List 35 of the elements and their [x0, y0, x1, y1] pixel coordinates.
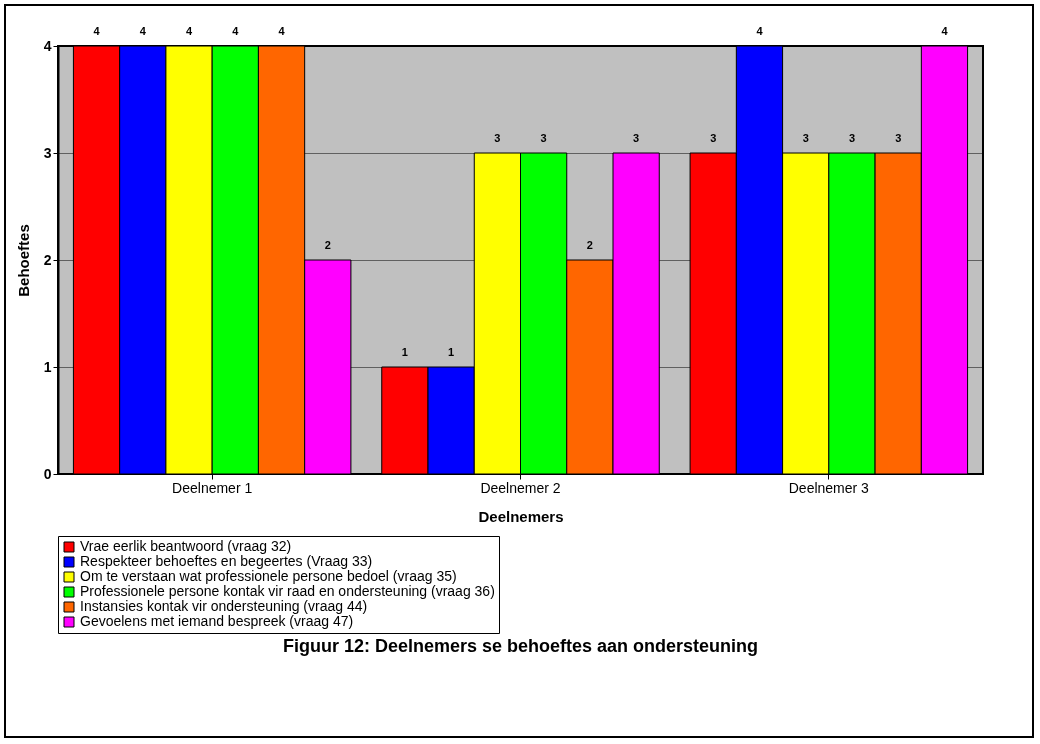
x-tick-label: Deelnemer 2	[480, 479, 561, 496]
text: Figuur 12: Deelnemers se behoeftes aan ondersteuning	[282, 635, 759, 656]
data-label: 3	[540, 132, 547, 144]
data-label: 4	[185, 25, 193, 37]
y-tick-label: 0	[43, 465, 52, 482]
legend-label: Professionele persone kontak vir raad en ondersteuning (vraag 36)	[80, 583, 495, 599]
y-tick-label: 4	[43, 37, 52, 54]
data-label: 4	[756, 25, 764, 37]
y-tick-label: 1	[43, 358, 52, 375]
legend-label: Respekteer behoeftes en begeertes (Vraag 33)	[80, 553, 373, 569]
x-axis-title: Deelnemers	[478, 507, 564, 525]
data-label: 3	[633, 132, 640, 144]
data-label: 3	[895, 132, 902, 144]
legend-label: Vrae eerlik beantwoord (vraag 32)	[80, 538, 292, 554]
legend-label: Instansies kontak vir ondersteuning (vraag 44)	[80, 598, 368, 614]
y-axis-title: Behoeftes	[14, 224, 32, 297]
x-tick-label: Deelnemer 1	[172, 479, 253, 496]
data-label: 1	[401, 346, 408, 358]
data-label: 2	[586, 239, 593, 251]
data-label: 4	[93, 25, 101, 37]
data-label: 3	[710, 132, 717, 144]
data-label: 1	[448, 346, 455, 358]
legend-label: Gevoelens met iemand bespreek (vraag 47)	[80, 613, 354, 629]
data-label: 4	[232, 25, 240, 37]
data-label: 3	[494, 132, 501, 144]
data-label: 3	[848, 132, 856, 144]
data-label: 2	[324, 239, 331, 251]
y-tick-label: 3	[43, 144, 52, 161]
x-tick-label: Deelnemer 3	[788, 479, 870, 496]
data-label: 4	[941, 25, 949, 37]
legend-label: Om te verstaan wat professionele persone bedoel (vraag 35)	[80, 568, 457, 584]
data-label: 4	[278, 25, 286, 37]
data-label: 4	[139, 25, 147, 37]
y-tick-label: 2	[43, 251, 52, 268]
data-label: 3	[802, 132, 809, 144]
